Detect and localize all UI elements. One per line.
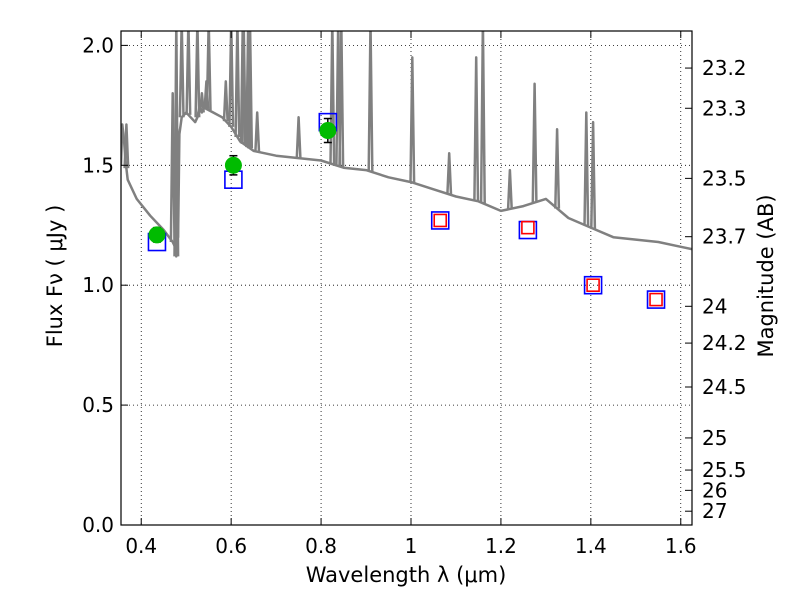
emission-line-spike <box>173 31 180 257</box>
y-tick-label: 2.0 <box>82 33 114 57</box>
observed-photometry-point <box>224 156 242 174</box>
model-photometry-square <box>430 211 450 230</box>
magnitude-axis-label: Magnitude (AB) <box>754 194 778 357</box>
predicted-photometry-square <box>521 220 535 235</box>
magnitude-tick-label: 26 <box>702 478 727 502</box>
emission-line-spike <box>446 152 453 195</box>
predicted-photometry-square <box>586 278 600 292</box>
emission-line-spike <box>185 31 192 115</box>
axis-ticks <box>121 31 692 526</box>
x-tick-label: 0.6 <box>215 534 247 558</box>
emission-line-spike <box>554 128 561 209</box>
emission-line-spike <box>240 31 247 144</box>
emission-line-spike <box>590 120 597 229</box>
magnitude-tick-label: 24.5 <box>702 375 747 399</box>
magnitude-tick-label: 23.5 <box>702 166 747 190</box>
magnitude-tick-label: 24.2 <box>702 331 747 355</box>
y-tick-label: 0.0 <box>82 513 114 537</box>
model-photometry-square <box>583 275 603 295</box>
observed-photometry-point <box>148 226 166 244</box>
magnitude-tick-label: 24 <box>702 294 727 318</box>
observed-photometry-point <box>319 122 337 140</box>
magnitude-tick-label: 23.2 <box>702 56 747 80</box>
emission-line-spike <box>338 31 345 168</box>
emission-line-spike <box>228 31 235 127</box>
emission-line-spike <box>531 82 538 203</box>
predicted-photometry-square <box>433 213 448 228</box>
y-tick-labels: 0.0 0.5 1.0 1.5 2.0 <box>82 33 114 537</box>
x-tick-label: 0.4 <box>125 534 157 558</box>
magnitude-tick-label: 23.7 <box>702 225 747 249</box>
y-tick-label: 1.5 <box>82 153 114 177</box>
emission-line-spike <box>329 31 336 165</box>
emission-line-spike <box>246 31 254 149</box>
magnitude-tick-label: 25 <box>702 426 727 450</box>
emission-line-spike <box>205 31 212 111</box>
emission-line-spike <box>123 123 130 169</box>
emission-line-spike <box>198 92 205 113</box>
x-tick-label: 1 <box>405 534 418 558</box>
emission-line-spike <box>583 111 590 226</box>
magnitude-tick-label: 25.5 <box>702 458 747 482</box>
emission-line-spike <box>473 56 480 201</box>
emission-line-spike <box>222 80 229 122</box>
x-tick-labels: 0.4 0.6 0.8 1 1.2 1.4 1.6 <box>125 534 696 558</box>
magnitude-tick-label: 23.3 <box>702 96 747 120</box>
x-axis-label: Wavelength λ (μm) <box>306 563 507 587</box>
emission-line-spike <box>254 111 261 152</box>
model-photometry-square <box>646 290 666 309</box>
magnitude-tick-label: 27 <box>702 499 727 523</box>
predicted-photometry-square <box>649 292 663 307</box>
emission-line-spike <box>234 31 241 138</box>
emission-line-spike <box>194 31 201 118</box>
y-tick-label: 1.0 <box>82 273 114 297</box>
emission-line-spike <box>295 116 302 159</box>
emission-line-spike <box>479 31 486 204</box>
y-axis-label: Flux Fν ( μJy ) <box>43 205 67 348</box>
x-tick-label: 1.6 <box>665 534 697 558</box>
plot-frame <box>120 30 693 526</box>
x-tick-label: 1.4 <box>575 534 607 558</box>
emission-line-spike <box>506 168 513 209</box>
emission-line-spike <box>409 56 416 183</box>
y-tick-label: 0.5 <box>82 393 114 417</box>
x-tick-label: 1.2 <box>485 534 517 558</box>
x-tick-label: 0.8 <box>305 534 337 558</box>
plot-area <box>121 31 692 309</box>
emission-line-spike <box>178 31 185 118</box>
emission-line-spike <box>367 31 374 172</box>
